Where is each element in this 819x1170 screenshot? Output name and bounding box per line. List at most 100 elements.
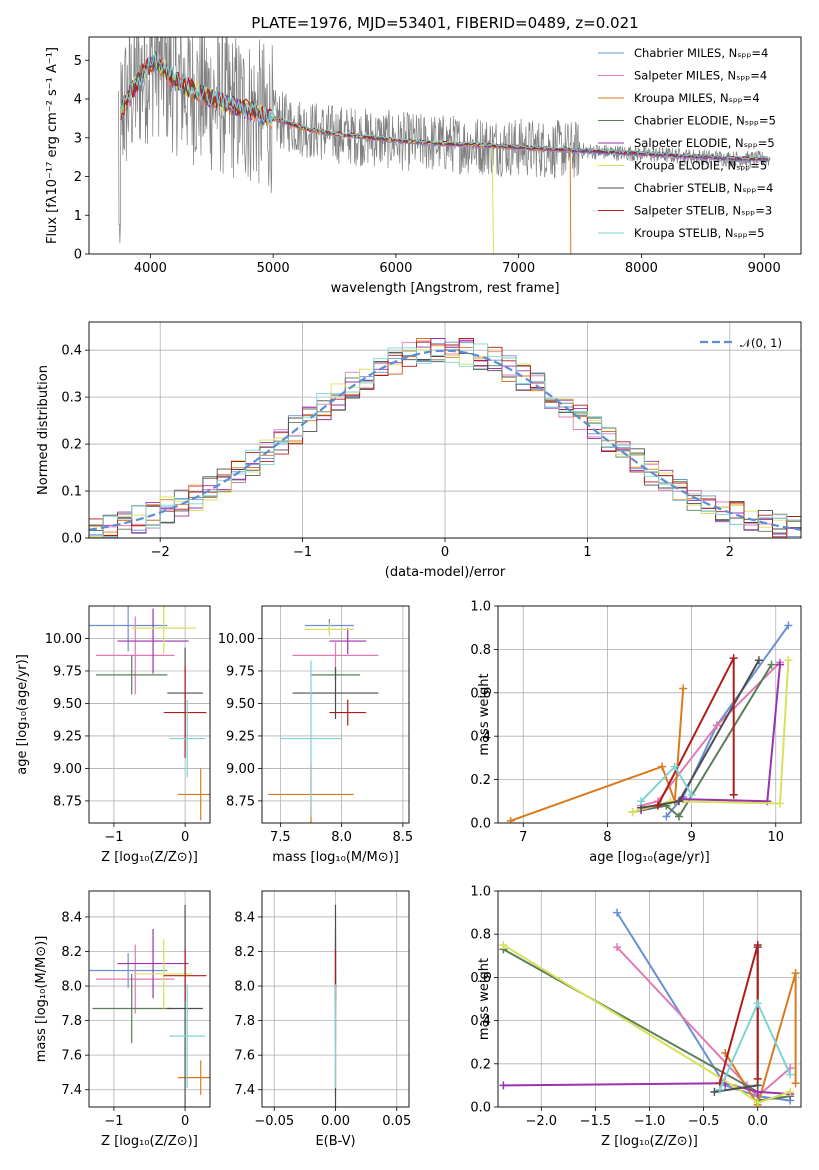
legend-entry: Salpeter ELODIE, Nₛₚₚ=5 [634,136,775,150]
residual-histogram-line [89,338,801,538]
x-tick-label: 7.5 [270,830,291,845]
y-tick-label: 9.25 [226,729,255,744]
y-axis-label: mass weight [477,958,492,1040]
y-tick-label: 8.2 [61,945,82,960]
mass-weight-marker [784,656,793,665]
y-tick-label: 10.00 [45,632,82,647]
mass-weight-marker [687,790,696,799]
y-tick-label: 5 [74,54,82,69]
y-tick-label: 8.4 [61,910,82,925]
plot-area [499,908,800,1107]
mass-weight-marker [729,790,738,799]
legend-entry: Salpeter MILES, Nₛₚₚ=4 [634,69,767,83]
x-tick-label: −2 [151,545,170,560]
y-tick-label: 0.6 [470,971,491,986]
mass-weight-marker [710,1087,719,1096]
legend-entry: Chabrier ELODIE, Nₛₚₚ=5 [634,114,776,128]
mass-weight-marker [767,660,776,669]
x-tick-label: 8.5 [393,830,414,845]
mass-weight-marker [658,762,667,771]
mass-weight-marker [753,941,762,949]
plot-area [506,621,793,823]
x-tick-label: 0 [181,830,189,845]
panel-mass-vs-EBV: −0.05 0.00 0.05 7.4 7.6 7.8 8.0 8.2 8.4 E(B-V) [234,890,411,1149]
panel-age-vs-mass: 7.5 8.0 8.5 8.75 9.00 9.25 9.50 9.75 10.00 mass [… [218,605,414,865]
y-tick-label: 0.6 [470,686,491,701]
y-tick-label: 0.4 [470,730,491,745]
mass-weight-marker [786,1087,795,1096]
chart-title: PLATE=1976, MJD=53401, FIBERID=0489, z=0… [251,14,638,32]
mass-weight-marker [729,654,738,663]
x-tick-label: 8 [603,830,611,845]
y-tick-label: 9.75 [226,664,255,679]
y-tick-label: 8.4 [234,910,255,925]
y-tick-label: 4 [74,93,82,108]
mass-weight-line [724,972,797,1107]
panel-mass-weight-vs-age: 7 8 9 10 0.0 0.2 0.4 0.6 0.8 1.0 age [log₁₀(age/yr… [470,600,802,865]
x-tick-label: 1 [583,545,591,560]
y-tick-label: 9.50 [53,697,82,712]
mass-weight-marker [715,1085,724,1094]
x-tick-label: 4000 [134,261,167,276]
mass-weight-line [665,624,790,818]
x-axis-label: (data-model)/error [385,565,506,580]
x-tick-label: −1.5 [580,1114,612,1129]
y-tick-label: 0.8 [470,643,491,658]
mass-weight-marker [791,969,800,978]
axes-frame [261,890,410,1108]
mass-weight-marker [613,908,622,917]
panel-mass-weight-vs-Z: −2.0 −1.5 −1.0 −0.5 0.0 0.0 0.2 0.4 0.6 0.8 1.0 Z [… [470,885,802,1149]
y-tick-label: 8.2 [234,945,255,960]
legend-entry: 𝒩(0, 1) [740,336,782,350]
y-tick-label: 0.1 [61,485,82,500]
x-axis-label: Z [log₁₀(Z/Z⊙)] [601,1134,698,1149]
plot-area [118,37,771,254]
axes-frame [88,321,802,539]
x-tick-label: −1 [104,1114,123,1129]
y-tick-label: 0.2 [470,773,491,788]
x-tick-label: 0 [441,545,449,560]
y-axis-label: age [log₁₀(age/yr)] [15,654,30,775]
mass-weight-marker [662,812,671,821]
y-tick-label: 2 [74,170,82,185]
mass-weight-line [657,657,735,807]
y-tick-label: 9.25 [53,729,82,744]
axes-frame [261,605,410,824]
y-tick-label: 0.2 [470,1057,491,1072]
axes-frame [88,890,211,1108]
x-tick-label: 0.00 [321,1114,350,1129]
y-axis-label: mass [log₁₀(M/M⊙)] [34,936,49,1063]
x-axis-label: Z [log₁₀(Z/Z⊙)] [101,850,198,865]
mass-weight-marker [753,999,762,1008]
axes-frame [497,605,802,824]
residual-histogram-line [89,338,801,538]
x-axis-label: wavelength [Angstrom, rest frame] [331,281,560,296]
x-tick-label: −2.0 [525,1114,557,1129]
x-tick-label: 2 [726,545,734,560]
x-axis-label: Z [log₁₀(Z/Z⊙)] [101,1134,198,1149]
legend: Chabrier MILES, Nₛₚₚ=4 Salpeter MILES, Nₛ… [598,46,776,240]
mass-weight-marker [775,799,784,808]
mass-weight-marker [674,797,683,806]
mass-weight-marker [786,1070,795,1079]
mass-weight-marker [653,801,662,810]
x-tick-label: 7000 [502,261,535,276]
legend-entry: Kroupa STELIB, Nₛₚₚ=5 [634,226,765,240]
y-tick-label: 0.8 [470,928,491,943]
mass-weight-marker [775,660,784,669]
y-tick-label: 8.0 [61,980,82,995]
mass-weight-marker [613,943,622,952]
x-tick-label: −0.05 [254,1114,294,1129]
x-tick-label: 10 [767,830,784,845]
x-tick-label: −1 [293,545,312,560]
x-tick-label: 7 [519,830,527,845]
x-tick-label: −0.5 [688,1114,720,1129]
x-tick-label: 9 [687,830,695,845]
mass-weight-marker [637,797,646,806]
axes-frame [88,605,211,824]
plot-area [89,337,801,538]
y-tick-label: 7.8 [61,1014,82,1029]
mass-weight-marker [499,1081,508,1090]
x-tick-label: −1 [104,830,123,845]
